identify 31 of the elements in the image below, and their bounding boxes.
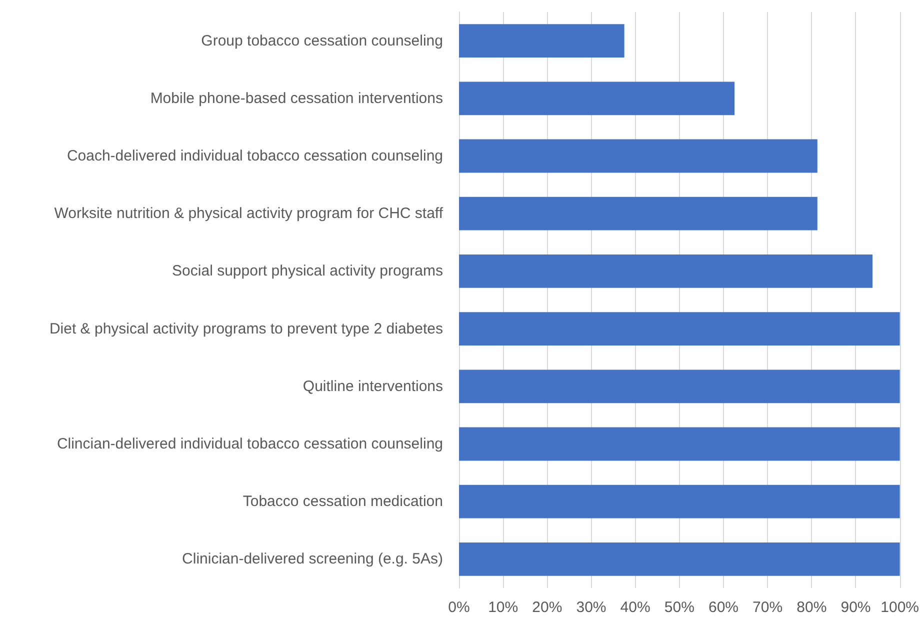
bar xyxy=(459,427,900,461)
x-tick-label: 90% xyxy=(840,599,871,616)
x-tick-label: 20% xyxy=(532,599,562,616)
bar xyxy=(459,139,818,173)
x-tick-label: 50% xyxy=(664,599,694,616)
y-tick-label: Coach-delivered individual tobacco cessation counseling xyxy=(66,148,443,164)
y-tick-label: Worksite nutrition & physical activity program for CHC staff xyxy=(54,205,444,222)
y-tick-label: Quitline interventions xyxy=(302,378,443,395)
x-tick-label: 40% xyxy=(620,599,650,616)
y-tick-label: Social support physical activity programs xyxy=(172,262,443,280)
bar xyxy=(459,484,900,518)
y-tick-label: Group tobacco cessation counseling xyxy=(201,32,443,50)
x-tick-label: 10% xyxy=(488,599,518,616)
bar xyxy=(459,312,900,346)
x-tick-label: 30% xyxy=(576,599,606,616)
bar xyxy=(459,542,900,576)
bar xyxy=(459,254,872,288)
y-tick-label: Tobacco cessation medication xyxy=(242,493,443,510)
y-tick-label: Mobile phone-based cessation interventions xyxy=(150,90,443,107)
x-tick-label: 100% xyxy=(880,599,920,616)
x-tick-label: 80% xyxy=(796,599,827,616)
x-tick-label: 0% xyxy=(448,599,470,616)
y-tick-label: Diet & physical activity programs to prevent type 2 diabetes xyxy=(49,320,443,338)
bar xyxy=(459,196,818,230)
y-tick-label: Clincian-delivered individual tobacco cessation counseling xyxy=(56,436,443,452)
bar xyxy=(459,370,900,404)
x-tick-label: 60% xyxy=(708,599,739,616)
bar xyxy=(459,82,735,116)
bar xyxy=(459,24,624,58)
y-tick-label: Clinician-delivered screening (e.g. 5As) xyxy=(182,550,443,568)
x-tick-label: 70% xyxy=(752,599,783,616)
